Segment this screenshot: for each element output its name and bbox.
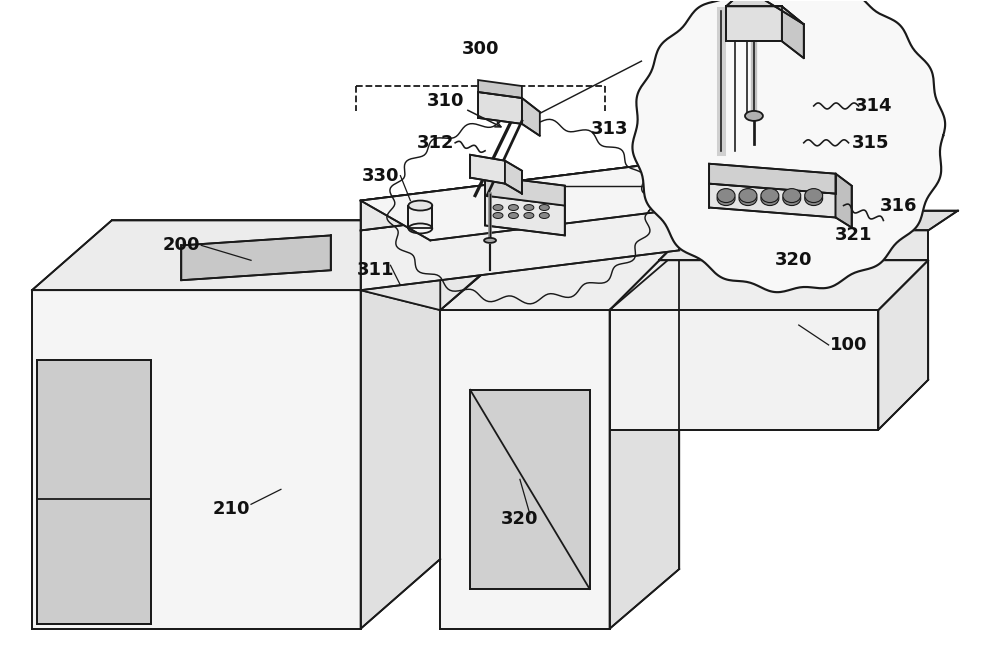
Polygon shape — [478, 92, 522, 124]
Ellipse shape — [408, 200, 432, 210]
Ellipse shape — [805, 189, 823, 202]
Polygon shape — [478, 80, 522, 98]
Polygon shape — [522, 98, 540, 136]
Ellipse shape — [739, 189, 757, 202]
Polygon shape — [361, 161, 679, 230]
Polygon shape — [689, 210, 958, 230]
Ellipse shape — [717, 189, 735, 202]
Ellipse shape — [524, 212, 534, 218]
Ellipse shape — [745, 111, 763, 121]
Polygon shape — [505, 161, 522, 194]
Text: 311: 311 — [357, 261, 394, 279]
Text: 312: 312 — [417, 134, 454, 152]
Text: 314: 314 — [855, 97, 892, 115]
Polygon shape — [878, 261, 928, 429]
Ellipse shape — [493, 212, 503, 218]
Polygon shape — [610, 261, 928, 310]
Polygon shape — [709, 163, 836, 194]
Text: 310: 310 — [426, 92, 464, 110]
Polygon shape — [485, 176, 565, 206]
Text: 210: 210 — [212, 500, 250, 519]
Polygon shape — [361, 220, 520, 310]
Polygon shape — [485, 196, 565, 235]
Polygon shape — [610, 251, 679, 628]
Text: 316: 316 — [880, 196, 917, 214]
Polygon shape — [37, 360, 151, 624]
Ellipse shape — [493, 204, 503, 210]
Polygon shape — [470, 155, 505, 184]
Ellipse shape — [783, 192, 801, 206]
Text: 330: 330 — [362, 167, 399, 185]
Ellipse shape — [761, 192, 779, 206]
Polygon shape — [709, 184, 836, 218]
Polygon shape — [361, 220, 440, 628]
Polygon shape — [470, 390, 590, 589]
Polygon shape — [32, 290, 361, 628]
Polygon shape — [610, 310, 878, 429]
Ellipse shape — [761, 189, 779, 202]
Polygon shape — [726, 0, 804, 24]
Ellipse shape — [805, 192, 823, 206]
Polygon shape — [361, 190, 679, 290]
Ellipse shape — [539, 212, 549, 218]
Ellipse shape — [484, 238, 496, 243]
Text: 320: 320 — [775, 251, 813, 269]
Text: 200: 200 — [163, 237, 200, 255]
Polygon shape — [659, 230, 928, 261]
Text: 320: 320 — [501, 511, 539, 528]
Polygon shape — [632, 0, 945, 292]
Polygon shape — [836, 174, 852, 227]
Polygon shape — [440, 310, 610, 628]
Ellipse shape — [508, 204, 518, 210]
Polygon shape — [181, 235, 331, 280]
Ellipse shape — [539, 204, 549, 210]
Polygon shape — [408, 206, 432, 228]
Text: 300: 300 — [461, 40, 499, 58]
Text: 321: 321 — [835, 226, 872, 245]
Ellipse shape — [739, 192, 757, 206]
Polygon shape — [440, 251, 679, 310]
Polygon shape — [782, 7, 804, 58]
Ellipse shape — [508, 212, 518, 218]
Ellipse shape — [783, 189, 801, 202]
Polygon shape — [361, 220, 440, 310]
Text: 100: 100 — [830, 336, 867, 354]
Ellipse shape — [717, 192, 735, 206]
Text: 315: 315 — [852, 134, 889, 152]
Polygon shape — [726, 7, 782, 42]
Text: 313: 313 — [591, 120, 628, 138]
Polygon shape — [361, 161, 749, 241]
Polygon shape — [32, 220, 440, 290]
Ellipse shape — [524, 204, 534, 210]
